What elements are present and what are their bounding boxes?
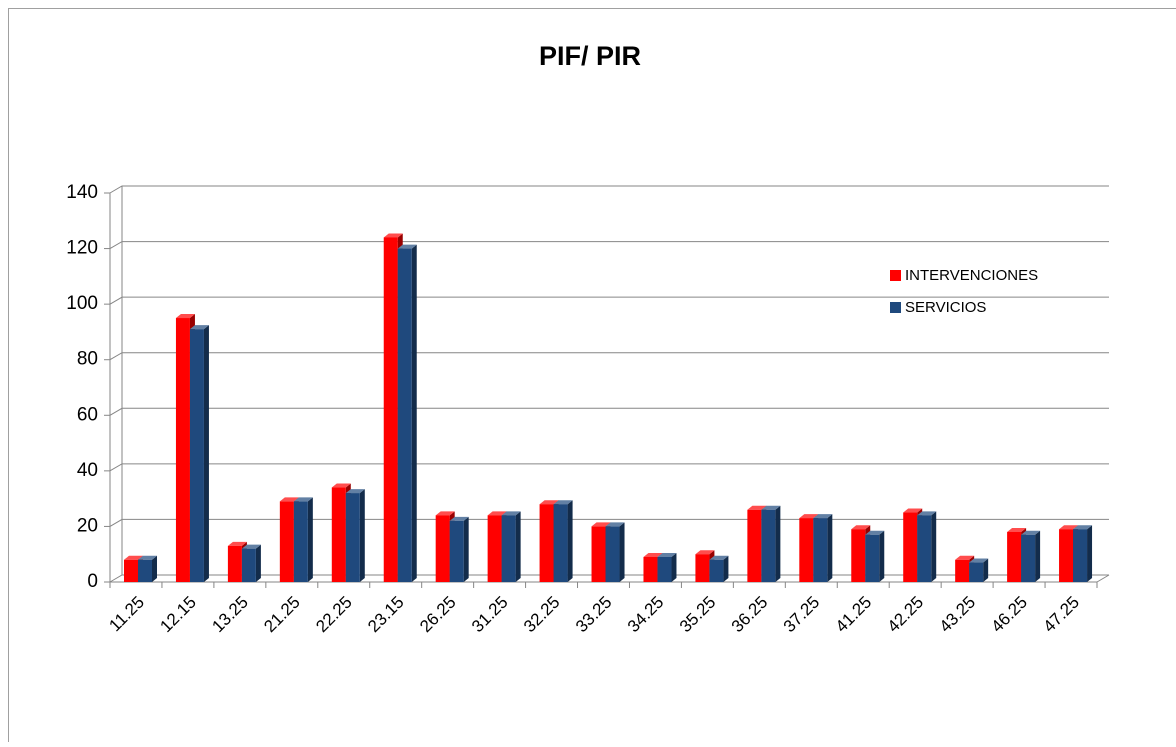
bar-front [124,560,138,582]
bar [813,514,832,582]
bar [450,517,469,582]
bar-side [931,511,936,582]
bar-side [464,517,469,582]
bar-front [488,515,502,582]
bar-side [360,489,365,582]
y-tick-label: 80 [77,349,98,370]
legend-swatch [890,302,901,313]
y-tick-label: 140 [66,182,98,203]
y-tick-label: 20 [77,515,98,536]
bar [969,559,988,582]
bar-side [412,245,417,582]
bar [138,556,157,582]
legend-swatch [890,270,901,281]
bar [1073,525,1092,582]
bar-front [176,318,190,582]
bar-front [280,501,294,582]
bar-front [436,515,450,582]
bar [294,497,313,582]
bar-side [568,500,573,582]
bar-side [1035,531,1040,582]
bar-front [657,557,671,582]
bar-front [865,535,879,582]
bar [242,545,261,582]
bar-front [799,518,813,582]
bar [917,511,936,582]
bar-front [540,504,554,582]
bar [761,506,780,582]
bar [190,325,209,582]
bar-front [917,515,931,582]
bar-side [516,511,521,582]
bar-side [879,531,884,582]
bar-front [592,526,606,582]
bar-front [606,526,620,582]
bar-side [671,553,676,582]
bar-front [332,488,346,582]
bar-side [256,545,261,582]
bar-side [723,556,728,582]
bar-side [620,522,625,582]
legend-label: SERVICIOS [905,299,986,316]
bar-front [294,501,308,582]
chart-title: PIF/ PIR [539,41,641,71]
y-tick-label: 0 [87,571,98,592]
bar-front [955,560,969,582]
bar [865,531,884,582]
bar-front [228,546,242,582]
bar-front [384,237,398,582]
bar-front [138,560,152,582]
bar-front [643,557,657,582]
bar-front [761,510,775,582]
bar-front [903,513,917,582]
bar [657,553,676,582]
bar [554,500,573,582]
bar [398,245,417,582]
bar-front [554,504,568,582]
bar-front [1021,535,1035,582]
y-tick-label: 40 [77,460,98,481]
bar [346,489,365,582]
bar-front [346,493,360,582]
bar-side [775,506,780,582]
bar-side [1087,525,1092,582]
bar-front [1007,532,1021,582]
bar [709,556,728,582]
bar-front [242,549,256,582]
bar-front [1073,529,1087,582]
bar-front [1059,529,1073,582]
bar-side [308,497,313,582]
bar-side [827,514,832,582]
bar-front [695,554,709,582]
bar-side [983,559,988,582]
bar-side [152,556,157,582]
bar-front [747,510,761,582]
y-tick-label: 60 [77,404,98,425]
bar-front [851,529,865,582]
bar-front [398,249,412,582]
bar [606,522,625,582]
bar-front [813,518,827,582]
y-tick-label: 100 [66,293,98,314]
bar-front [190,329,204,582]
bar-front [969,563,983,582]
bar [502,511,521,582]
y-tick-label: 120 [66,238,98,259]
bar-front [709,560,723,582]
bar-side [204,325,209,582]
bar-front [502,515,516,582]
bar-front [450,521,464,582]
legend-label: INTERVENCIONES [905,267,1038,284]
bar [1021,531,1040,582]
